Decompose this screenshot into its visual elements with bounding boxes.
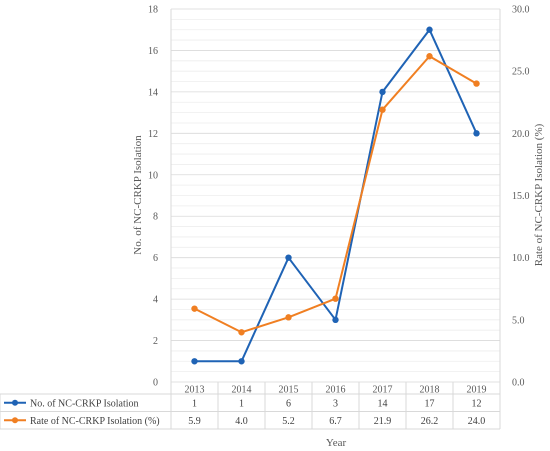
table-cell-value: 17 [425, 398, 435, 409]
x-tick-label: 2013 [185, 385, 205, 396]
x-tick-label: 2018 [420, 385, 440, 396]
gridlines [171, 8, 500, 383]
table-cell-value: 24.0 [468, 416, 486, 427]
x-tick-label: 2014 [232, 385, 252, 396]
data-point [473, 130, 480, 137]
table-cell-value: 14 [378, 398, 388, 409]
table-cell-value: 5.2 [282, 416, 295, 427]
data-point [332, 295, 339, 302]
x-tick-label: 2015 [279, 385, 299, 396]
data-point [238, 329, 245, 336]
data-point [426, 26, 433, 33]
table-cell-value: 21.9 [374, 416, 392, 427]
y-axis-label-left: No. of NC-CRKP Isolation [132, 135, 144, 255]
table-cell-value: 26.2 [421, 416, 439, 427]
table-cell-value: 3 [333, 398, 338, 409]
y-tick-label-right: 30.0 [512, 5, 530, 16]
data-table: 2013 2014 2015 2016 2017 2018 2019 No. of NC-CR… [0, 382, 501, 430]
table-cell-value: 6 [286, 398, 291, 409]
data-point [191, 305, 198, 312]
table-cell-value: 5.9 [188, 416, 201, 427]
y-tick-label-left: 10 [148, 170, 158, 181]
y-tick-label-right: 25.0 [512, 67, 530, 78]
data-point [285, 254, 292, 261]
legend-series-name: Rate of NC-CRKP Isolation (%) [30, 416, 160, 427]
data-point [238, 358, 245, 365]
y-tick-label-left: 6 [153, 253, 158, 264]
table-cell-value: 4.0 [235, 416, 248, 427]
legend-series-name: No. of NC-CRKP Isolation [30, 398, 139, 409]
table-cell-value: 6.7 [329, 416, 342, 427]
axes: 0 2 4 6 8 10 12 14 16 18 0.0 5.0 10.0 15.0 20.0 25.0 30.… [148, 5, 530, 389]
x-tick-label: 2019 [467, 385, 487, 396]
x-tick-label: 2016 [326, 385, 346, 396]
legend-key-marker [12, 417, 18, 424]
data-point [426, 53, 433, 60]
y-tick-label-left: 4 [153, 295, 158, 306]
series-line [194, 55, 478, 334]
data-point [332, 316, 339, 324]
data-point [285, 314, 292, 321]
y-tick-label-left: 16 [148, 46, 158, 57]
y-tick-label-right: 15.0 [512, 191, 530, 202]
y-tick-label-right: 10.0 [512, 253, 530, 264]
y-tick-label-left: 14 [148, 87, 158, 98]
y-tick-label-right: 0.0 [512, 378, 525, 389]
data-point [473, 80, 480, 87]
y-tick-label-left: 2 [153, 336, 158, 347]
y-tick-label-left: 0 [153, 378, 158, 389]
y-tick-label-left: 18 [148, 5, 158, 16]
x-tick-label: 2017 [373, 385, 393, 396]
data-point [379, 88, 386, 96]
y-tick-label-left: 8 [153, 212, 158, 223]
y-tick-label-left: 12 [148, 129, 158, 140]
table-cell-value: 12 [472, 398, 482, 409]
y-tick-label-right: 20.0 [512, 129, 530, 140]
data-point [379, 106, 386, 113]
table-cell-value: 1 [239, 398, 244, 409]
y-axis-label-right: Rate of NC-CRKP Isolation (%) [533, 123, 545, 266]
y-tick-label-right: 5.0 [512, 315, 525, 326]
series-lines [191, 26, 480, 365]
x-axis-label: Year [326, 437, 347, 449]
table-cell-value: 1 [192, 398, 197, 409]
data-point [191, 358, 198, 365]
legend-key-marker [12, 399, 18, 406]
